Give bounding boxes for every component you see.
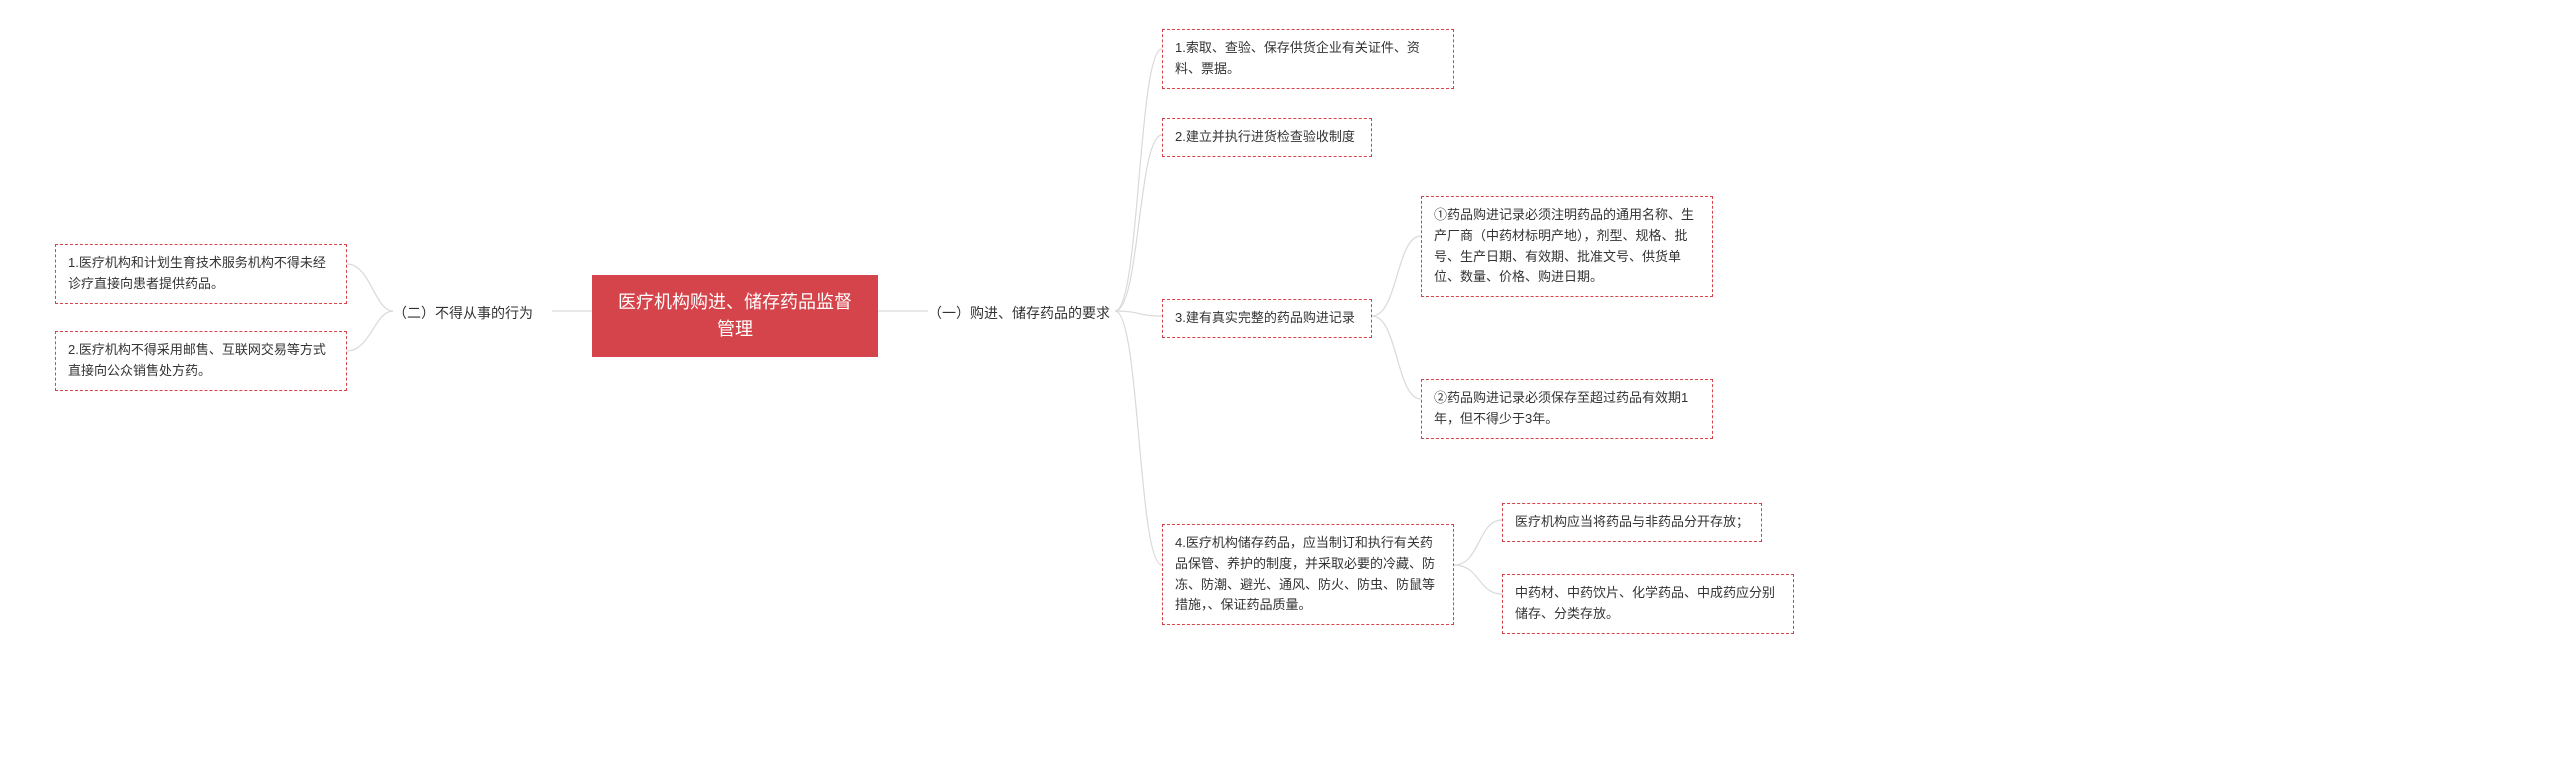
right-branch-label: （一）购进、储存药品的要求 [928, 303, 1110, 324]
left-leaf-1: 1.医疗机构和计划生育技术服务机构不得未经诊疗直接向患者提供药品。 [55, 244, 347, 304]
right-child-2-text: 2.建立并执行进货检查验收制度 [1175, 129, 1355, 144]
left-leaf-2: 2.医疗机构不得采用邮售、互联网交易等方式直接向公众销售处方药。 [55, 331, 347, 391]
right-branch-text: （一）购进、储存药品的要求 [928, 305, 1110, 321]
right-child-3-sub-1: ①药品购进记录必须注明药品的通用名称、生产厂商（中药材标明产地），剂型、规格、批… [1421, 196, 1713, 297]
left-leaf-1-text: 1.医疗机构和计划生育技术服务机构不得未经诊疗直接向患者提供药品。 [68, 255, 326, 291]
left-branch-label: （二）不得从事的行为 [393, 303, 533, 324]
left-branch-text: （二）不得从事的行为 [393, 305, 533, 321]
right-child-1: 1.索取、查验、保存供货企业有关证件、资料、票据。 [1162, 29, 1454, 89]
right-child-3: 3.建有真实完整的药品购进记录 [1162, 299, 1372, 338]
root-text-line1: 医疗机构购进、储存药品监督管理 [618, 292, 852, 339]
right-child-4: 4.医疗机构储存药品，应当制订和执行有关药品保管、养护的制度，并采取必要的冷藏、… [1162, 524, 1454, 625]
connectors [0, 0, 2560, 774]
right-child-2: 2.建立并执行进货检查验收制度 [1162, 118, 1372, 157]
right-child-4-sub-1: 医疗机构应当将药品与非药品分开存放； [1502, 503, 1762, 542]
right-child-3-sub-2-text: ②药品购进记录必须保存至超过药品有效期1年，但不得少于3年。 [1434, 390, 1688, 426]
right-child-4-sub-1-text: 医疗机构应当将药品与非药品分开存放； [1515, 514, 1749, 529]
left-leaf-2-text: 2.医疗机构不得采用邮售、互联网交易等方式直接向公众销售处方药。 [68, 342, 326, 378]
right-child-3-text: 3.建有真实完整的药品购进记录 [1175, 310, 1355, 325]
right-child-3-sub-2: ②药品购进记录必须保存至超过药品有效期1年，但不得少于3年。 [1421, 379, 1713, 439]
right-child-4-sub-2: 中药材、中药饮片、化学药品、中成药应分别储存、分类存放。 [1502, 574, 1794, 634]
root-node: 医疗机构购进、储存药品监督管理 [592, 275, 878, 357]
right-child-4-text: 4.医疗机构储存药品，应当制订和执行有关药品保管、养护的制度，并采取必要的冷藏、… [1175, 535, 1435, 612]
right-child-3-sub-1-text: ①药品购进记录必须注明药品的通用名称、生产厂商（中药材标明产地），剂型、规格、批… [1434, 207, 1694, 284]
right-child-4-sub-2-text: 中药材、中药饮片、化学药品、中成药应分别储存、分类存放。 [1515, 585, 1775, 621]
right-child-1-text: 1.索取、查验、保存供货企业有关证件、资料、票据。 [1175, 40, 1420, 76]
